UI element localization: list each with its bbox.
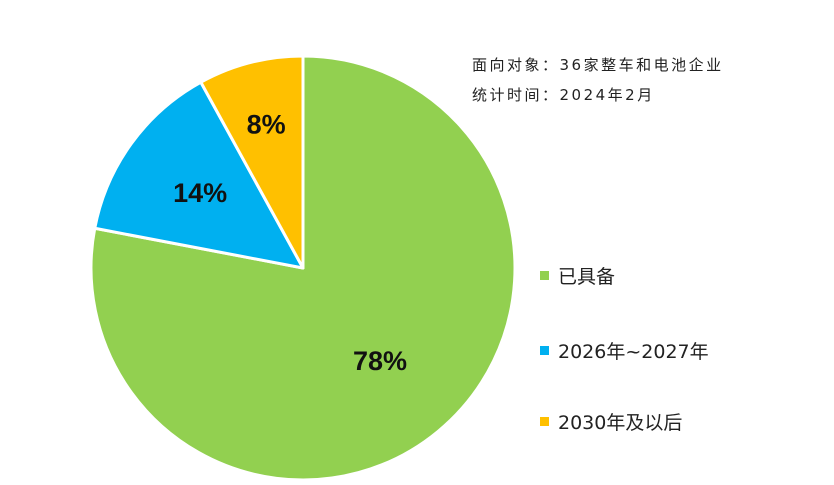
legend-swatch-ready	[540, 271, 549, 280]
legend-item-2026-2027: 2026年~2027年	[540, 337, 709, 364]
legend-item-2030-later: 2030年及以后	[540, 408, 682, 435]
pie-slices	[89, 54, 517, 482]
legend-label-ready: 已具备	[558, 266, 616, 288]
legend-swatch-2030-later	[540, 417, 549, 426]
legend-item-ready: 已具备	[540, 262, 615, 289]
pie-label-2030-later: 8%	[247, 109, 286, 139]
pie-slice-2026-2027	[93, 80, 305, 270]
audience-note: 面向对象：36家整车和电池企业	[472, 56, 724, 74]
pie-data-labels: 78% 14% 8%	[173, 109, 407, 376]
pie-label-2026-2027: 14%	[173, 178, 227, 208]
legend-label-2026-2027: 2026年~2027年	[558, 341, 709, 363]
pie-slice-2030-later	[199, 54, 305, 270]
legend-swatch-2026-2027	[540, 346, 549, 355]
period-note: 统计时间：2024年2月	[472, 86, 655, 104]
pie-label-ready: 78%	[353, 346, 407, 376]
legend-label-2030-later: 2030年及以后	[558, 412, 683, 434]
